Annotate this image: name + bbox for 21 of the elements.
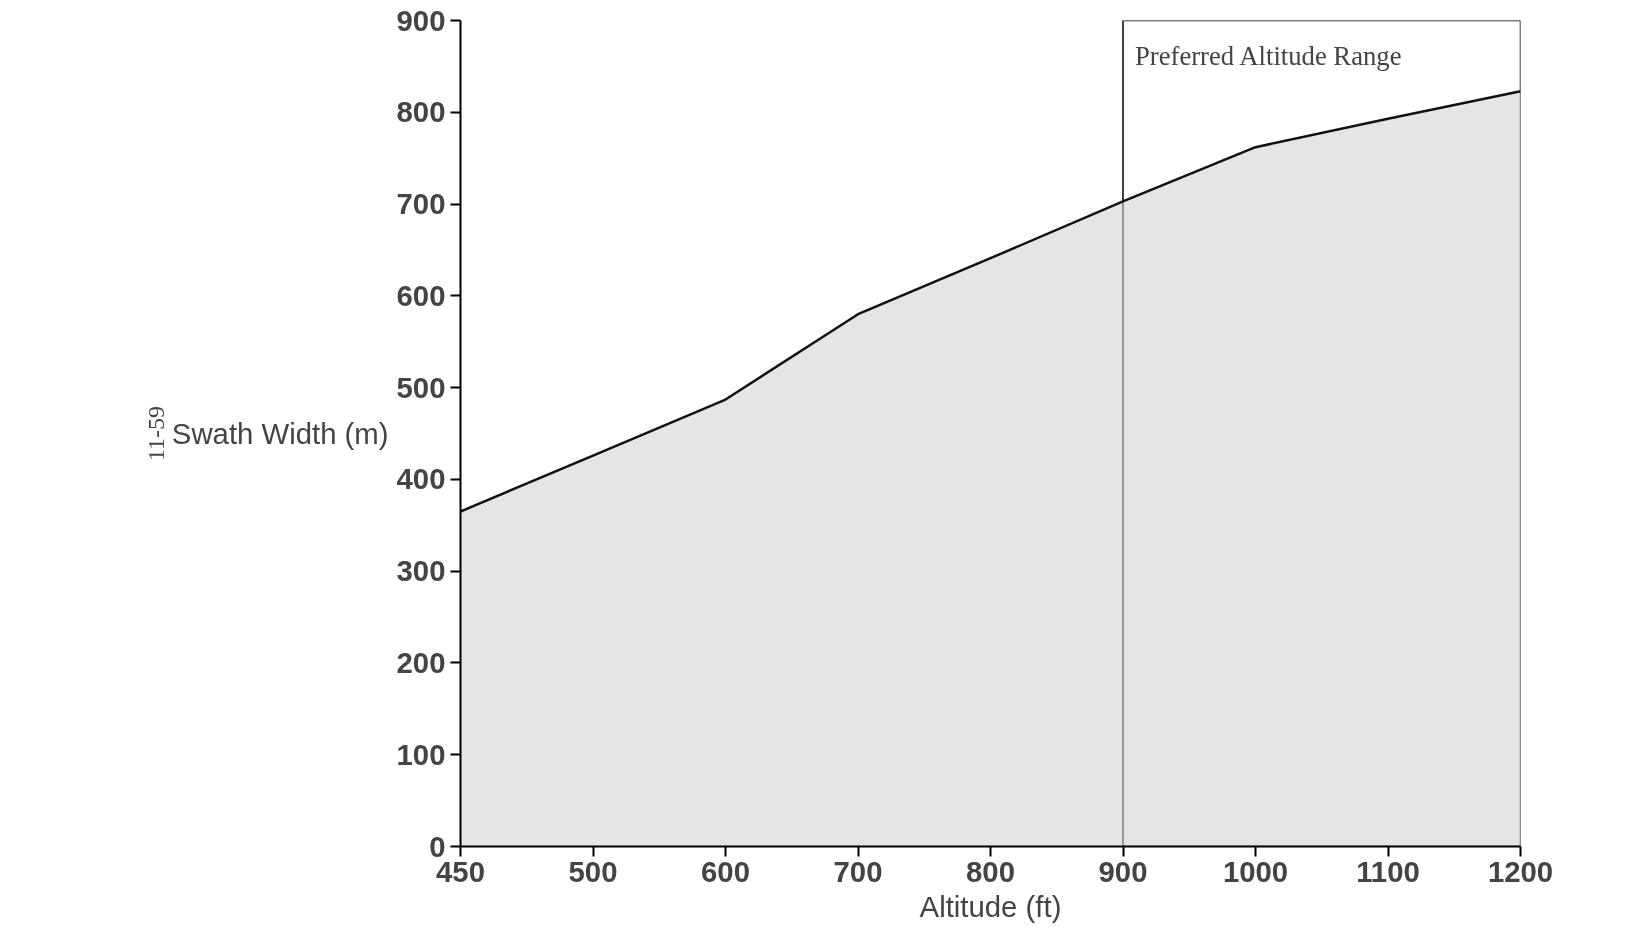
y-tick-label: 200	[396, 645, 446, 679]
x-tick-label: 1100	[1356, 854, 1420, 888]
y-tick-label: 700	[396, 187, 446, 221]
y-tick-label: 600	[396, 278, 446, 312]
x-tick-label: 800	[966, 854, 1015, 888]
y-tick-label: 400	[396, 462, 446, 496]
y-axis-title: Swath Width (m)	[171, 417, 389, 450]
x-tick-label: 500	[568, 854, 618, 888]
y-tick-label: 800	[396, 95, 446, 129]
y-tick-label: 900	[396, 3, 446, 37]
y-tick-label: 100	[396, 737, 446, 771]
x-tick-label: 600	[701, 854, 750, 888]
x-tick-label: 1000	[1222, 854, 1289, 888]
text: 11-59	[142, 405, 169, 462]
x-tick-label: 700	[833, 854, 883, 888]
x-axis-title: Altitude (ft)	[919, 889, 1062, 923]
y-tick-label: 500	[396, 370, 446, 404]
band-label: Preferred Altitude Range	[1135, 40, 1402, 71]
x-tick-label: 900	[1098, 854, 1148, 888]
y-tick-label: 300	[396, 554, 446, 588]
x-tick-label: 1200	[1487, 854, 1554, 888]
